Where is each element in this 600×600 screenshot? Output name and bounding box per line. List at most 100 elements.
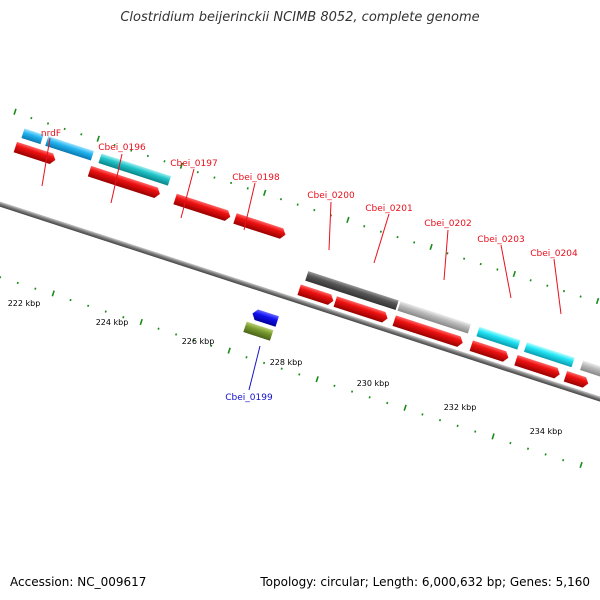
minor-tick — [16, 281, 19, 285]
minor-tick — [113, 143, 116, 147]
gene-feature-Cbei_0200[interactable] — [305, 271, 399, 311]
minor-tick — [104, 310, 107, 313]
map-title: Clostridium beijerinckii NCIMB 8052, com… — [120, 10, 480, 25]
cds-arrow[interactable] — [392, 315, 465, 348]
cds-arrow[interactable] — [87, 165, 162, 199]
minor-tick — [474, 430, 477, 433]
gene-feature-reverse-blue[interactable] — [251, 308, 279, 327]
minor-tick — [298, 373, 301, 376]
cds-arrow[interactable] — [173, 193, 232, 222]
minor-tick — [46, 122, 50, 125]
minor-tick — [280, 367, 283, 370]
major-tick — [315, 376, 319, 383]
minor-tick — [210, 344, 213, 348]
minor-tick — [157, 327, 160, 330]
cds-arrow[interactable] — [514, 354, 561, 380]
tick-label: 228 kbp — [270, 358, 303, 367]
gene-feature-right-gray[interactable] — [580, 360, 600, 380]
gene-feature-Cbei_0199[interactable] — [243, 321, 274, 341]
genome-backbone — [0, 175, 600, 428]
minor-tick — [546, 284, 549, 287]
minor-tick — [80, 133, 83, 136]
minor-tick — [396, 235, 399, 239]
minor-tick — [421, 413, 424, 416]
cds-arrow[interactable] — [333, 296, 390, 323]
gene-label-Cbei_0199[interactable]: Cbei_0199 — [225, 393, 273, 403]
tick-label: 226 kbp — [182, 337, 215, 346]
gene-feature-Cbei_0203[interactable] — [476, 326, 521, 350]
major-tick — [491, 433, 495, 440]
major-tick — [346, 216, 350, 223]
major-tick — [595, 297, 600, 305]
minor-tick — [363, 225, 366, 228]
minor-tick — [313, 208, 316, 212]
cds-arrow[interactable] — [563, 371, 590, 389]
tick-label: 234 kbp — [530, 427, 563, 436]
gene-feature-left-sky[interactable] — [21, 128, 44, 145]
gene-feature-Cbei_0204[interactable] — [523, 342, 575, 368]
minor-tick — [579, 295, 582, 298]
minor-tick — [413, 241, 416, 244]
minor-tick — [438, 418, 442, 422]
cds-arrow[interactable] — [13, 141, 57, 165]
major-tick — [512, 270, 517, 278]
minor-tick — [213, 176, 216, 179]
minor-tick — [122, 316, 125, 319]
minor-tick — [34, 287, 37, 290]
gene-label-Cbei_0198[interactable]: Cbei_0198 — [232, 173, 280, 183]
minor-tick — [130, 149, 133, 152]
major-tick — [139, 318, 143, 326]
minor-tick — [379, 230, 382, 233]
minor-tick — [350, 390, 354, 393]
gene-labels: nrdF Cbei_0196 Cbei_0197 Cbei_0198 Cbei_… — [41, 129, 578, 403]
minor-tick — [562, 289, 566, 293]
minor-tick — [479, 262, 482, 266]
minor-tick — [192, 338, 195, 342]
gene-feature-Cbei_0196[interactable] — [98, 153, 171, 186]
gene-label-Cbei_0203[interactable]: Cbei_0203 — [477, 235, 524, 245]
minor-tick — [175, 333, 178, 336]
gene-label-Cbei_0202[interactable]: Cbei_0202 — [424, 219, 471, 229]
minor-tick — [230, 181, 233, 185]
genome-summary-label: Topology: circular; Length: 6,000,632 bp… — [260, 575, 590, 589]
tick-label: 224 kbp — [96, 318, 129, 327]
major-tick — [51, 290, 55, 297]
tick-label: 222 kbp — [8, 299, 41, 308]
minor-tick — [263, 361, 266, 365]
minor-tick — [544, 453, 547, 456]
gene-label-Cbei_0196[interactable]: Cbei_0196 — [98, 143, 146, 153]
cds-arrow[interactable] — [233, 213, 287, 240]
gene-feature-nrdF[interactable] — [45, 136, 94, 161]
major-tick — [579, 461, 583, 469]
gene-label-Cbei_0204[interactable]: Cbei_0204 — [530, 249, 578, 259]
minor-tick — [296, 203, 299, 206]
minor-tick — [386, 401, 389, 405]
minor-tick — [196, 170, 199, 174]
minor-tick — [496, 268, 499, 271]
gene-label-Cbei_0201[interactable]: Cbei_0201 — [365, 204, 412, 214]
gene-label-nrdF[interactable]: nrdF — [41, 129, 61, 139]
gene-label-Cbei_0200[interactable]: Cbei_0200 — [307, 191, 355, 201]
major-tick — [227, 347, 231, 354]
minor-tick — [146, 154, 149, 158]
major-tick — [262, 189, 267, 196]
major-tick — [403, 404, 407, 411]
gene-feature-Cbei_0202[interactable] — [397, 301, 471, 334]
tick-label: 232 kbp — [444, 403, 477, 412]
minor-tick — [368, 396, 371, 399]
minor-tick — [63, 127, 66, 131]
inner-tick-marks — [0, 276, 583, 469]
minor-tick — [69, 298, 72, 302]
minor-tick — [333, 384, 336, 388]
minor-tick — [245, 356, 248, 359]
gene-label-Cbei_0197[interactable]: Cbei_0197 — [170, 159, 217, 169]
major-tick — [13, 108, 17, 115]
minor-tick — [456, 424, 459, 428]
major-tick — [96, 135, 100, 142]
minor-tick — [446, 252, 449, 255]
cds-arrow[interactable] — [297, 284, 335, 306]
tick-label: 230 kbp — [357, 379, 390, 388]
minor-tick — [463, 257, 466, 260]
cds-arrow[interactable] — [469, 340, 510, 363]
